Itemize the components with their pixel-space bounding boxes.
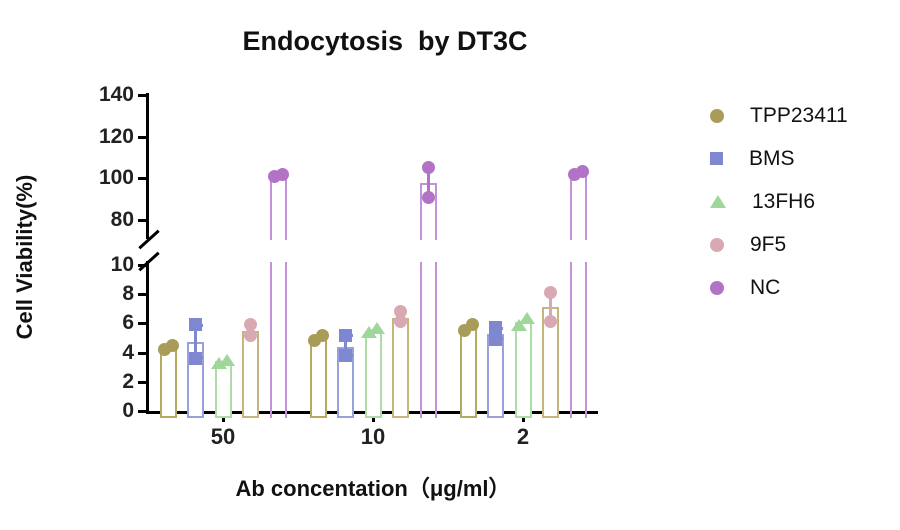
- y-tick-label: 100: [98, 166, 134, 190]
- data-point-9f5: [544, 315, 557, 329]
- data-point-9f5: [244, 318, 257, 332]
- bar-nc-10-lower: [419, 262, 437, 418]
- data-point-bms: [339, 328, 352, 342]
- data-point-tpp23411: [315, 328, 329, 342]
- y-tick-label: 4: [122, 340, 134, 364]
- y-tick-label: 2: [122, 369, 134, 393]
- data-point-tpp23411: [465, 318, 479, 332]
- bar-tpp23411-10: [309, 338, 327, 418]
- y-tick-label: 8: [122, 282, 134, 306]
- x-tick-label: 2: [516, 424, 530, 449]
- error-bar-9f5-2: [549, 292, 552, 322]
- bar-tpp23411-2: [459, 327, 477, 418]
- x-axis-label: Ab concentation（μg/ml）: [235, 476, 511, 501]
- y-tick: [138, 94, 146, 97]
- data-point-nc: [421, 190, 435, 204]
- data-point-nc: [575, 164, 589, 178]
- error-bar-bms-10: [344, 335, 347, 356]
- x-tick-label: 10: [360, 424, 386, 449]
- legend-label: TPP23411: [750, 103, 848, 127]
- bar-9f5-10: [392, 317, 409, 418]
- x-tick: [522, 414, 525, 422]
- legend-marker-square-icon: [710, 152, 723, 165]
- legend: TPP23411 BMS 13FH6 9F5 NC: [698, 94, 848, 309]
- data-point-bms: [339, 349, 352, 363]
- data-point-nc: [421, 161, 435, 175]
- y-axis-upper-segment: [146, 93, 149, 239]
- chart-title: Endocytosis by DT3C: [242, 26, 528, 56]
- x-tick: [372, 414, 375, 422]
- y-tick-label: 120: [98, 124, 134, 148]
- y-tick: [138, 293, 146, 297]
- data-point-bms: [189, 351, 202, 365]
- data-point-tpp23411: [165, 338, 179, 352]
- data-point-9f5: [544, 286, 557, 300]
- y-tick: [138, 380, 146, 384]
- y-tick: [138, 322, 146, 326]
- x-tick-label: 50: [210, 424, 236, 449]
- y-axis-label: Cell Viability(%): [12, 174, 37, 340]
- x-tick: [222, 414, 225, 422]
- data-point-13fh6: [519, 311, 535, 324]
- bar-13fh6-2: [514, 321, 532, 418]
- y-tick-label: 0: [122, 399, 134, 422]
- legend-item-tpp23411: TPP23411: [698, 94, 848, 137]
- y-tick-label: 6: [122, 311, 134, 335]
- bar-tpp23411-50: [159, 346, 177, 418]
- bar-nc-2-upper: [569, 172, 587, 240]
- data-point-bms: [489, 332, 502, 346]
- data-point-bms: [489, 321, 502, 335]
- y-tick: [138, 351, 146, 355]
- axis-break-slash-top: [138, 229, 160, 250]
- y-axis-lower-segment: [146, 261, 149, 414]
- data-point-nc: [275, 167, 289, 181]
- y-tick: [138, 219, 146, 222]
- legend-label: 9F5: [750, 232, 787, 256]
- legend-marker-circle-icon: [710, 237, 724, 252]
- legend-label: NC: [750, 275, 781, 299]
- y-tick-label: 140: [98, 83, 134, 106]
- legend-marker-circle-icon: [710, 280, 724, 295]
- bar-nc-2-lower: [569, 262, 587, 418]
- data-point-13fh6: [369, 321, 385, 334]
- bar-13fh6-10: [364, 330, 382, 418]
- legend-marker-triangle-icon: [710, 195, 726, 208]
- axis-break-slash-bottom: [138, 251, 160, 272]
- error-bar-bms-50: [194, 324, 197, 359]
- bar-13fh6-50: [214, 361, 232, 418]
- legend-item-nc: NC: [698, 266, 848, 309]
- legend-item-bms: BMS: [698, 137, 848, 180]
- y-tick-label: 10: [110, 253, 134, 276]
- bar-9f5-50: [242, 330, 259, 418]
- data-point-bms: [189, 318, 202, 332]
- data-point-9f5: [394, 315, 407, 329]
- y-tick-label: 80: [110, 208, 134, 231]
- y-tick: [138, 264, 146, 267]
- bar-bms-2: [487, 333, 504, 418]
- legend-item-13fh6: 13FH6: [698, 180, 848, 223]
- y-tick: [138, 410, 146, 413]
- error-bar-nc-10: [426, 167, 430, 198]
- data-point-9f5: [244, 328, 257, 342]
- legend-label: BMS: [749, 146, 795, 170]
- data-point-13fh6: [219, 353, 235, 366]
- y-tick: [138, 135, 146, 139]
- legend-marker-circle-icon: [710, 108, 724, 123]
- legend-label: 13FH6: [752, 189, 816, 213]
- data-point-9f5: [394, 305, 407, 319]
- legend-item-9f5: 9F5: [698, 223, 848, 266]
- y-tick: [138, 177, 146, 181]
- bar-nc-50-lower: [269, 262, 287, 418]
- bar-nc-50-upper: [269, 175, 287, 240]
